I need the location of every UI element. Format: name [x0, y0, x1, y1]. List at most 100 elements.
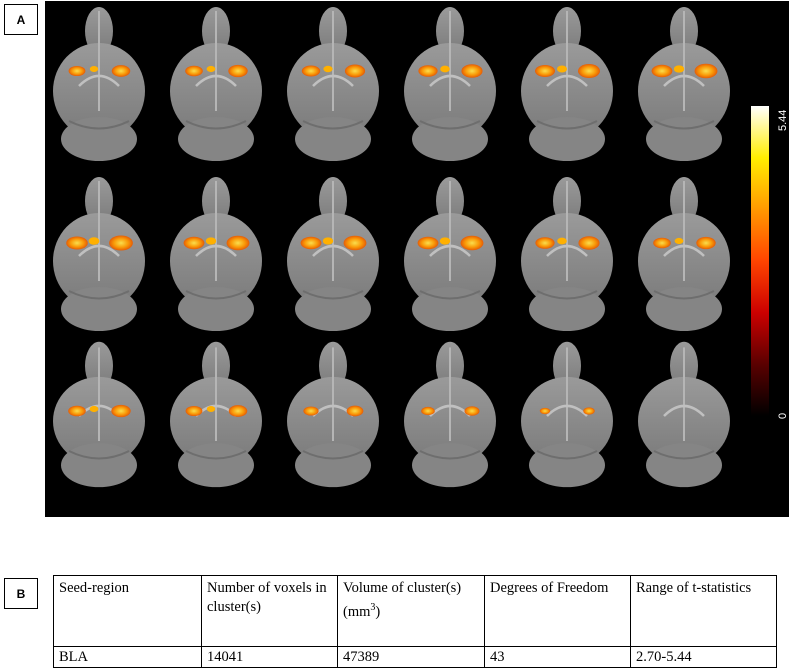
activation-blob-right [464, 406, 480, 416]
activation-blob-left [66, 236, 88, 250]
activation-blob-left [185, 405, 203, 417]
activation-blob-right [460, 235, 484, 251]
brain-slice [170, 7, 262, 161]
brain-slices-svg: 5.44 0 [53, 7, 789, 488]
cerebellum [295, 443, 371, 488]
cerebellar-fold [419, 450, 481, 460]
ventricle [429, 244, 471, 257]
brain-slice [404, 177, 496, 331]
header-volume-unit: (mm3) [343, 602, 381, 620]
table-row: BLA 14041 47389 43 2.70-5.44 [53, 646, 777, 668]
brain-slice [638, 341, 730, 488]
brain-activation-figure: 5.44 0 [45, 1, 789, 517]
cerebellum [178, 287, 254, 331]
cerebellar-fold [68, 120, 130, 130]
brain-slice [287, 341, 379, 488]
activation-blob-center [89, 66, 99, 72]
activation-blob-right [109, 235, 133, 251]
activation-blob-right [583, 407, 595, 415]
activation-blob-right [694, 63, 718, 79]
activation-blob-left [417, 236, 439, 250]
activation-blob-left [301, 65, 321, 77]
activation-blob-right [578, 236, 600, 250]
activation-blob-right [696, 236, 716, 250]
brain-slice [521, 341, 613, 488]
activation-blob-right [344, 64, 366, 78]
activation-blob-right [461, 64, 483, 78]
activation-blob-left [300, 236, 322, 250]
cerebellar-fold [536, 290, 598, 300]
ventricle [546, 74, 588, 87]
ventricle [312, 244, 354, 257]
brain-slice [170, 177, 262, 331]
activation-blob-center [674, 237, 684, 245]
brain-slice [404, 341, 496, 488]
ventricle [546, 244, 588, 257]
activation-blob-right [346, 405, 364, 417]
brain-slice [53, 177, 145, 331]
header-voxel-count: Number of voxels in cluster(s) [201, 575, 338, 647]
activation-blob-right [228, 405, 248, 417]
ventricle [663, 244, 705, 257]
ventricle [429, 74, 471, 87]
activation-blob-center [206, 65, 216, 73]
table-header-row: Seed-region Number of voxels in cluster(… [53, 575, 777, 647]
ventricle [546, 404, 588, 417]
cerebellar-fold [536, 450, 598, 460]
cerebellar-fold [302, 450, 364, 460]
activation-blob-center [439, 237, 451, 245]
activation-blob-left [183, 236, 205, 250]
colorbar: 5.44 0 [751, 106, 789, 419]
cerebellum [529, 287, 605, 331]
cerebellum [61, 287, 137, 331]
activation-blob-center [673, 65, 685, 73]
ventricle [663, 74, 705, 87]
cell-volume: 47389 [337, 646, 485, 668]
activation-blob-center [440, 65, 450, 73]
activation-blob-right [226, 235, 250, 251]
cell-degrees-of-freedom: 43 [484, 646, 631, 668]
brain-slice [53, 7, 145, 161]
activation-blob-center [206, 406, 216, 412]
activation-blob-center [205, 237, 217, 245]
activation-blob-right [343, 235, 367, 251]
activation-blob-left [185, 65, 203, 77]
brain-slice [287, 177, 379, 331]
header-degrees-of-freedom: Degrees of Freedom [484, 575, 631, 647]
activation-blob-right [228, 64, 248, 78]
brain-slice [521, 7, 613, 161]
brain-slice [521, 177, 613, 331]
header-volume-text: Volume of cluster(s) [343, 580, 462, 596]
cerebellum [529, 117, 605, 161]
activation-blob-center [557, 237, 567, 245]
cerebellar-fold [185, 290, 247, 300]
statistics-table: Seed-region Number of voxels in cluster(… [53, 575, 777, 668]
cerebellar-fold [419, 290, 481, 300]
activation-blob-left [535, 65, 555, 77]
cerebellum [178, 443, 254, 488]
activation-blob-center [89, 405, 99, 413]
ventricle [78, 244, 120, 257]
activation-blob-left [421, 406, 435, 416]
cerebellar-fold [185, 450, 247, 460]
activation-blob-right [111, 404, 131, 418]
ventricle [663, 404, 705, 417]
ventricle [312, 74, 354, 87]
cerebellum [295, 287, 371, 331]
cerebellum [646, 443, 722, 488]
cell-seed-region: BLA [53, 646, 202, 668]
activation-blob-center [557, 65, 567, 73]
ventricle [78, 74, 120, 87]
colorbar-min-label: 0 [777, 413, 789, 419]
cerebellar-fold [419, 120, 481, 130]
panel-label-a: A [4, 4, 38, 35]
activation-blob-left [418, 65, 438, 77]
cerebellar-fold [68, 450, 130, 460]
activation-blob-center [323, 65, 333, 73]
header-volume: Volume of cluster(s) (mm3) [337, 575, 485, 647]
activation-blob-left [539, 407, 551, 415]
cerebellum [529, 443, 605, 488]
activation-blob-center [322, 237, 334, 245]
cerebellum [412, 443, 488, 488]
ventricle [195, 74, 237, 87]
